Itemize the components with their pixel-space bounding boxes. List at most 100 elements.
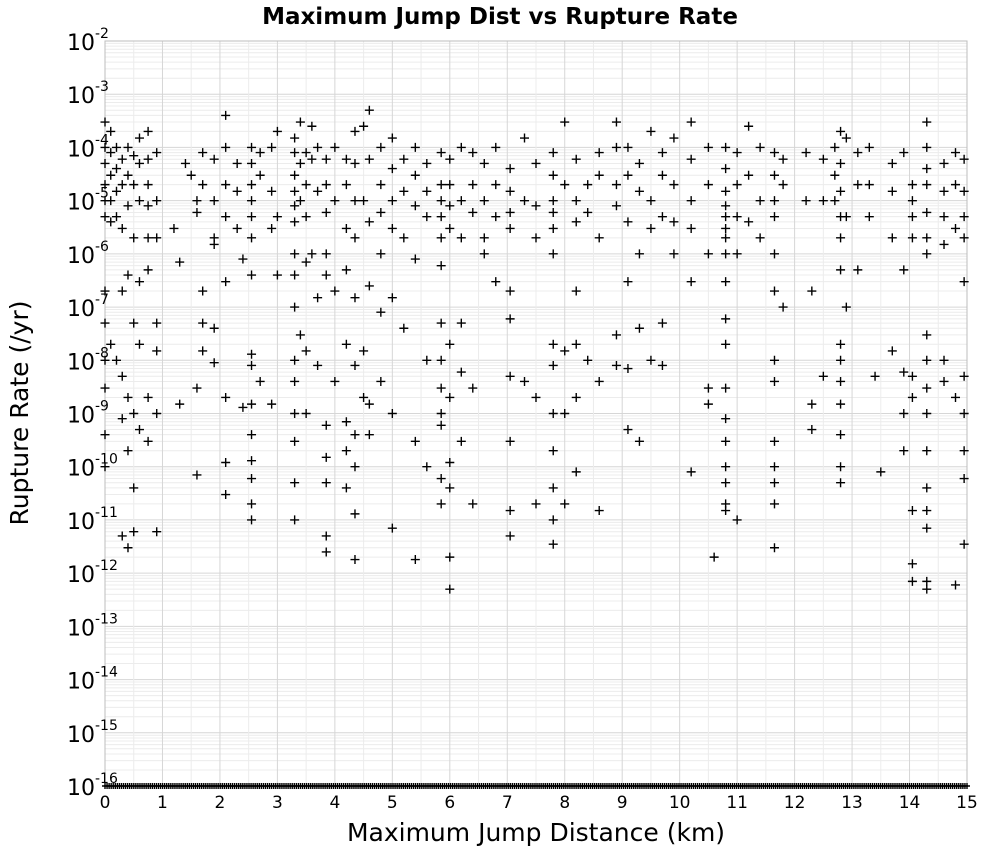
data-point — [221, 458, 231, 468]
data-point — [505, 164, 515, 174]
data-point — [410, 555, 420, 565]
data-point — [341, 417, 351, 427]
data-point — [198, 180, 208, 190]
data-point — [301, 180, 311, 190]
x-tick-label: 15 — [956, 793, 978, 813]
data-point — [571, 392, 581, 402]
data-point — [123, 543, 133, 553]
data-point — [548, 170, 558, 180]
data-point — [350, 360, 360, 370]
data-point — [376, 142, 386, 152]
y-axis-label: Rupture Rate (/yr) — [5, 301, 34, 526]
data-point — [479, 158, 489, 168]
data-point — [410, 142, 420, 152]
data-point — [721, 414, 731, 424]
data-point — [769, 543, 779, 553]
data-point — [321, 420, 331, 430]
data-point — [922, 233, 932, 243]
data-point — [301, 409, 311, 418]
data-point — [870, 371, 880, 381]
data-point — [106, 170, 116, 180]
data-point — [341, 446, 351, 456]
data-point — [951, 580, 961, 590]
data-point — [769, 376, 779, 386]
data-point — [841, 212, 851, 222]
data-point — [769, 355, 779, 365]
data-point — [143, 201, 153, 211]
data-point — [836, 233, 846, 243]
data-point — [505, 506, 515, 516]
data-point — [468, 383, 478, 393]
data-point — [505, 314, 515, 324]
data-point — [548, 515, 558, 525]
data-point — [669, 249, 679, 259]
data-point — [959, 186, 969, 196]
data-point — [657, 148, 667, 158]
data-point — [778, 180, 788, 190]
data-point — [209, 196, 219, 206]
data-point — [939, 376, 949, 386]
data-point — [646, 223, 656, 233]
floor-strip — [102, 783, 970, 789]
data-point — [313, 360, 323, 370]
data-point — [836, 430, 846, 440]
data-point — [594, 233, 604, 243]
data-point — [907, 506, 917, 516]
y-tick-label: 10-11 — [67, 505, 118, 535]
data-point — [755, 233, 765, 243]
data-point — [387, 223, 397, 233]
data-point — [129, 527, 139, 537]
data-point — [769, 249, 779, 259]
data-point — [594, 376, 604, 386]
data-point — [247, 456, 257, 466]
y-tick-label: 10-4 — [67, 132, 109, 162]
data-point — [295, 158, 305, 168]
data-point — [192, 196, 202, 206]
data-point — [887, 233, 897, 243]
data-point — [267, 186, 277, 196]
data-point — [657, 212, 667, 222]
data-point — [111, 164, 121, 174]
data-point — [341, 154, 351, 164]
data-point — [611, 201, 621, 211]
data-point — [143, 392, 153, 402]
data-point — [410, 201, 420, 211]
data-point — [703, 249, 713, 259]
data-point — [922, 576, 932, 586]
data-point — [267, 223, 277, 233]
data-point — [247, 212, 257, 222]
data-point — [436, 499, 446, 509]
data-point — [321, 249, 331, 259]
data-point — [436, 318, 446, 328]
data-point — [611, 330, 621, 340]
data-point — [175, 399, 185, 409]
data-point — [111, 142, 121, 152]
data-point — [583, 207, 593, 217]
data-point — [836, 339, 846, 349]
data-point — [939, 239, 949, 249]
data-point — [922, 523, 932, 533]
data-point — [769, 170, 779, 180]
data-point — [951, 148, 961, 158]
data-point — [175, 257, 185, 267]
data-point — [769, 196, 779, 206]
x-tick-label: 12 — [784, 793, 806, 813]
data-point — [922, 409, 932, 418]
data-point — [939, 158, 949, 168]
data-point — [111, 212, 121, 222]
data-point — [836, 376, 846, 386]
data-point — [468, 148, 478, 158]
data-point — [436, 261, 446, 271]
data-point — [634, 158, 644, 168]
data-point — [548, 196, 558, 206]
data-point — [531, 201, 541, 211]
data-point — [436, 474, 446, 484]
data-point — [922, 207, 932, 217]
data-point — [100, 355, 110, 365]
data-point — [134, 339, 144, 349]
x-tick-label: 0 — [100, 793, 111, 813]
data-point — [922, 142, 932, 152]
data-point — [571, 217, 581, 227]
data-point — [387, 196, 397, 206]
data-point — [721, 249, 731, 259]
